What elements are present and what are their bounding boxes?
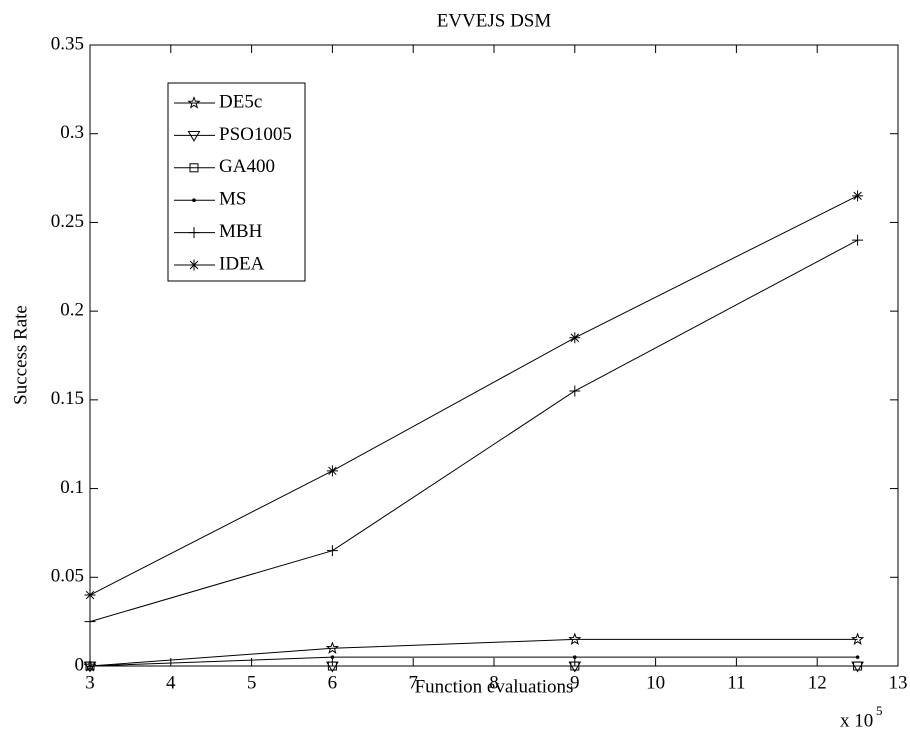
legend-label: MBH xyxy=(219,221,263,242)
x-tick-label: 7 xyxy=(408,672,418,693)
legend-label: MS xyxy=(219,189,246,210)
legend-marker xyxy=(189,163,199,173)
series-line xyxy=(89,239,858,623)
x-multiplier-exponent: 5 xyxy=(876,703,883,718)
data-point xyxy=(851,632,865,645)
data-point xyxy=(855,655,860,659)
data-point xyxy=(569,385,581,397)
data-point xyxy=(852,190,864,202)
data-point xyxy=(84,589,96,601)
data-point xyxy=(326,465,338,477)
y-axis-label: Success Rate xyxy=(10,305,31,405)
data-point xyxy=(573,655,577,659)
data-point xyxy=(570,661,580,671)
data-point xyxy=(852,234,864,246)
legend-marker xyxy=(188,259,200,271)
x-tick-label: 5 xyxy=(247,672,257,693)
legend-marker xyxy=(188,227,200,239)
data-point xyxy=(325,641,339,654)
legend-label: IDEA xyxy=(219,253,265,274)
y-tick-label: 0.05 xyxy=(51,566,84,587)
data-point xyxy=(84,616,96,628)
data-point xyxy=(569,332,581,344)
y-tick-label: 0.2 xyxy=(60,300,84,321)
y-tick-label: 0.35 xyxy=(51,33,84,54)
data-point xyxy=(330,655,335,659)
x-tick-label: 12 xyxy=(808,672,827,693)
chart-title: EVVEJS DSM xyxy=(437,10,552,31)
x-multiplier: x 10 xyxy=(840,710,873,731)
legend-label: DE5c xyxy=(219,91,262,112)
y-tick-label: 0.3 xyxy=(60,122,84,143)
x-tick-label: 10 xyxy=(646,672,665,693)
data-point xyxy=(326,545,338,557)
series-line xyxy=(89,656,858,667)
legend-box xyxy=(167,82,306,282)
x-axis-label: Function evaluations xyxy=(415,676,574,697)
legend-marker xyxy=(187,131,201,142)
y-tick-label: 0.25 xyxy=(51,211,84,232)
x-tick-label: 9 xyxy=(570,672,580,693)
legend-label: GA400 xyxy=(219,156,275,177)
x-tick-label: 3 xyxy=(85,672,95,693)
legend-marker xyxy=(187,96,201,109)
data-point xyxy=(853,661,863,671)
y-tick-label: 0.1 xyxy=(60,477,84,498)
x-tick-label: 13 xyxy=(889,672,908,693)
x-tick-label: 11 xyxy=(727,672,745,693)
x-tick-label: 8 xyxy=(489,672,499,693)
series-line xyxy=(89,195,858,596)
x-tick-label: 4 xyxy=(166,672,176,693)
legend-label: PSO1005 xyxy=(219,124,292,145)
legend-marker xyxy=(192,198,196,202)
series-line xyxy=(89,638,858,667)
data-point xyxy=(327,661,337,671)
data-point xyxy=(88,664,92,668)
data-point xyxy=(568,632,582,645)
y-tick-label: 0.15 xyxy=(51,388,84,409)
x-tick-label: 6 xyxy=(328,672,338,693)
y-tick-label: 0 xyxy=(75,654,85,675)
